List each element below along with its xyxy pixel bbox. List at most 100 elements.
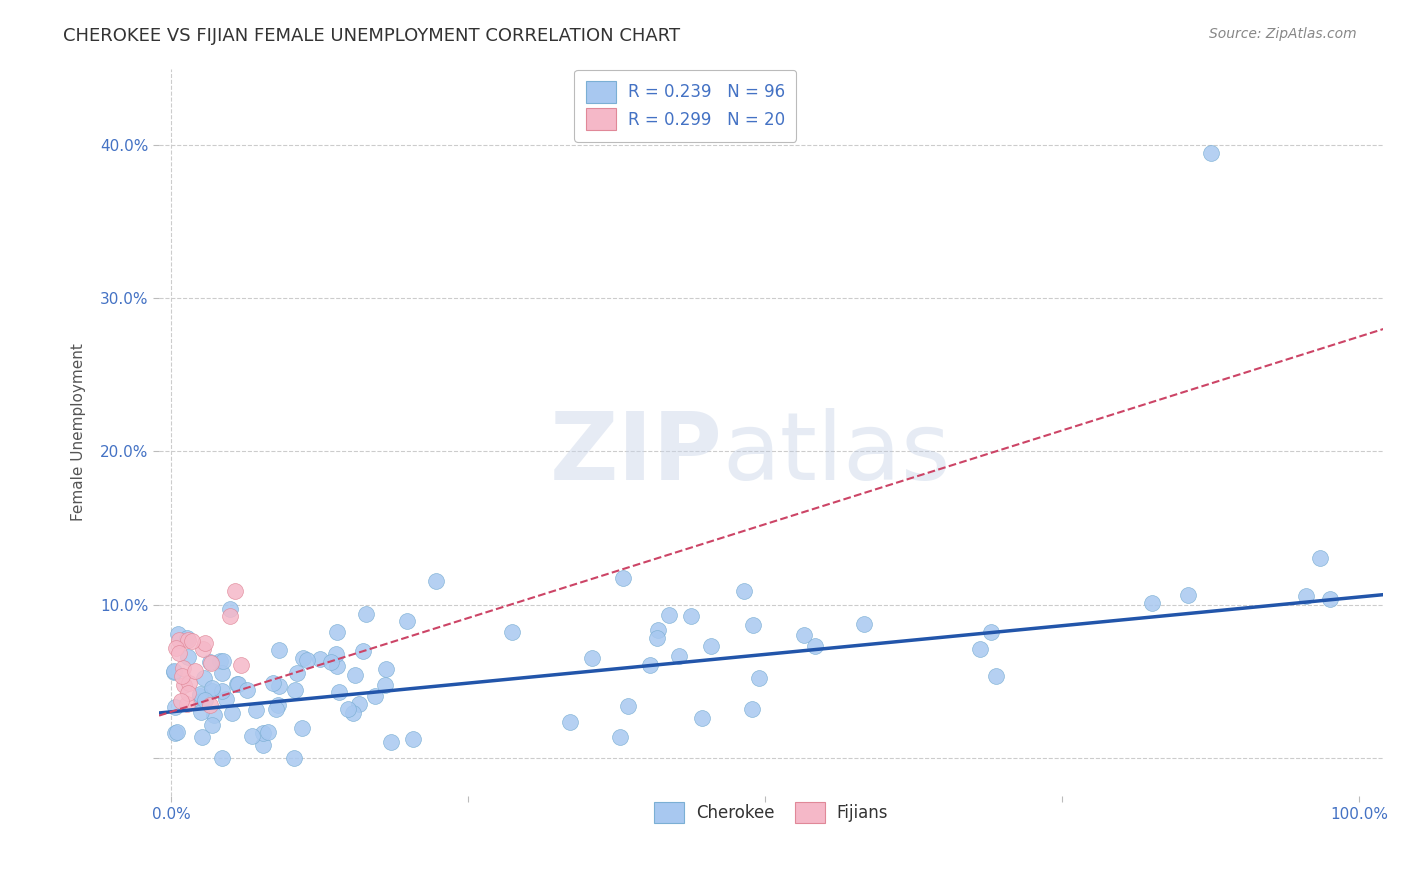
Point — [321, 655, 343, 669]
Point — [1140, 596, 1163, 610]
Point — [198, 655, 221, 669]
Point — [558, 715, 581, 730]
Point — [852, 616, 875, 631]
Point — [284, 682, 307, 697]
Point — [1199, 145, 1222, 160]
Point — [193, 672, 215, 686]
Point — [184, 664, 207, 678]
Point — [309, 652, 332, 666]
Point — [733, 583, 755, 598]
Point — [295, 653, 318, 667]
Point — [1309, 550, 1331, 565]
Point — [224, 584, 246, 599]
Point — [748, 671, 770, 685]
Point — [380, 735, 402, 749]
Point — [245, 703, 267, 717]
Point — [177, 686, 200, 700]
Point — [252, 738, 274, 752]
Point — [188, 687, 211, 701]
Point — [190, 689, 212, 703]
Point — [163, 726, 186, 740]
Point — [326, 624, 349, 639]
Point — [166, 725, 188, 739]
Point — [211, 665, 233, 680]
Point — [285, 665, 308, 680]
Point — [344, 668, 367, 682]
Point — [162, 664, 184, 678]
Point — [181, 634, 204, 648]
Point — [170, 669, 193, 683]
Point — [363, 689, 385, 703]
Point — [231, 657, 253, 672]
Point — [215, 691, 238, 706]
Point — [986, 669, 1008, 683]
Point — [609, 730, 631, 744]
Point — [163, 700, 186, 714]
Point — [969, 641, 991, 656]
Point — [1177, 588, 1199, 602]
Point — [501, 624, 523, 639]
Point — [177, 676, 200, 690]
Text: ZIP: ZIP — [550, 409, 723, 500]
Point — [291, 722, 314, 736]
Point — [980, 625, 1002, 640]
Point — [202, 707, 225, 722]
Point — [291, 651, 314, 665]
Point — [242, 730, 264, 744]
Point — [1319, 591, 1341, 606]
Point — [375, 662, 398, 676]
Point — [425, 574, 447, 588]
Point — [647, 623, 669, 637]
Point — [264, 702, 287, 716]
Point — [804, 639, 827, 653]
Point — [211, 751, 233, 765]
Point — [200, 657, 222, 671]
Point — [235, 682, 257, 697]
Point — [252, 726, 274, 740]
Point — [226, 677, 249, 691]
Point — [793, 627, 815, 641]
Point — [173, 678, 195, 692]
Point — [267, 698, 290, 713]
Point — [354, 607, 377, 621]
Point — [267, 642, 290, 657]
Point — [172, 661, 194, 675]
Point — [374, 678, 396, 692]
Text: atlas: atlas — [723, 409, 950, 500]
Point — [396, 614, 419, 628]
Point — [262, 676, 284, 690]
Point — [163, 665, 186, 679]
Point — [191, 641, 214, 656]
Point — [176, 631, 198, 645]
Text: CHEROKEE VS FIJIAN FEMALE UNEMPLOYMENT CORRELATION CHART: CHEROKEE VS FIJIAN FEMALE UNEMPLOYMENT C… — [63, 27, 681, 45]
Point — [191, 730, 214, 744]
Point — [325, 648, 347, 662]
Point — [741, 618, 763, 632]
Point — [352, 644, 374, 658]
Point — [638, 658, 661, 673]
Point — [257, 725, 280, 739]
Point — [177, 650, 200, 665]
Point — [581, 651, 603, 665]
Point — [326, 658, 349, 673]
Text: Source: ZipAtlas.com: Source: ZipAtlas.com — [1209, 27, 1357, 41]
Point — [167, 632, 190, 647]
Point — [349, 697, 371, 711]
Point — [647, 632, 669, 646]
Point — [211, 654, 233, 668]
Point — [167, 646, 190, 660]
Point — [690, 711, 713, 725]
Point — [194, 692, 217, 706]
Point — [612, 570, 634, 584]
Point — [1295, 589, 1317, 603]
Point — [283, 751, 305, 765]
Point — [211, 684, 233, 698]
Point — [668, 648, 690, 663]
Point — [219, 608, 242, 623]
Y-axis label: Female Unemployment: Female Unemployment — [72, 343, 86, 521]
Point — [328, 685, 350, 699]
Point — [166, 627, 188, 641]
Point — [741, 702, 763, 716]
Point — [194, 636, 217, 650]
Point — [616, 698, 638, 713]
